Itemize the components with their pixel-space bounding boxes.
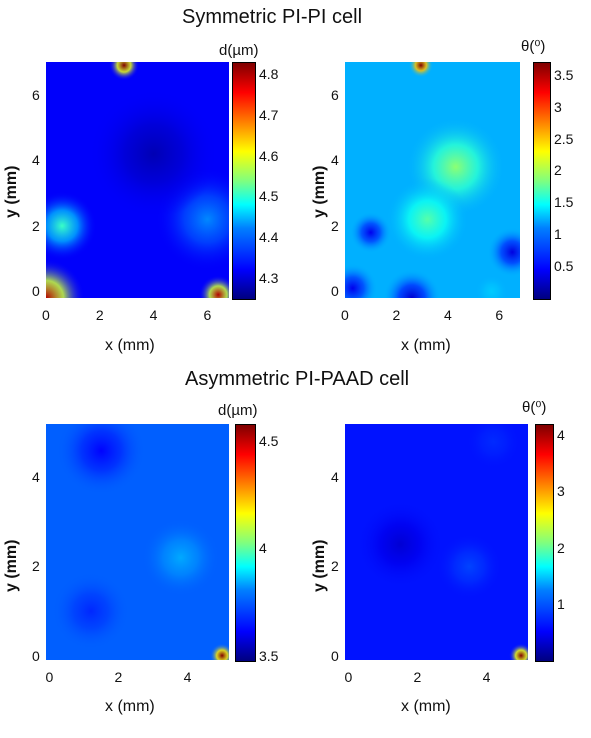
colorbar-tick-label: 1 <box>557 595 565 612</box>
x-tick-label: 4 <box>149 307 158 323</box>
heatmap-svg <box>46 62 229 298</box>
x-axis-label: x (mm) <box>401 698 451 715</box>
heatmap-feature <box>345 263 378 298</box>
y-axis-label: y (mm) <box>311 539 328 592</box>
y-tick-label: 6 <box>32 86 40 103</box>
y-axis-label: y (mm) <box>311 165 328 218</box>
colorbar-tick-label: 4 <box>259 540 267 557</box>
colorbar-tick-label: 0.5 <box>554 258 574 275</box>
x-tick-label: 4 <box>482 669 491 685</box>
x-tick-label: 2 <box>392 307 401 323</box>
y-tick-label: 0 <box>32 283 40 300</box>
y-tick-label: 0 <box>331 647 339 664</box>
heatmap-feature <box>198 275 229 298</box>
x-tick-label: 0 <box>341 307 349 323</box>
heatmap-svg <box>345 62 520 298</box>
x-axis-label: x (mm) <box>105 337 155 354</box>
colorbar-tick-label: 4.6 <box>259 147 279 164</box>
heatmap-plot <box>345 424 528 660</box>
x-tick-label: 0 <box>344 669 353 685</box>
x-tick-label: 2 <box>114 669 123 685</box>
heatmap-feature <box>465 424 522 470</box>
colorbar-tick-label: 1 <box>554 226 562 243</box>
colorbar-tick-label: 4.3 <box>259 269 279 286</box>
colorbar-tick-label: 2 <box>557 539 565 556</box>
colorbar-title: d(µm) <box>219 42 259 59</box>
colorbar-tick-label: 4 <box>557 427 565 444</box>
y-tick-label: 0 <box>331 283 339 300</box>
heatmap-feature <box>408 62 434 78</box>
x-tick-label: 6 <box>203 307 212 323</box>
colorbar-tick-label: 3.5 <box>259 647 279 664</box>
heatmap-svg <box>345 424 528 660</box>
colorbar-title: d(µm) <box>218 402 258 419</box>
heatmap-feature <box>141 518 220 597</box>
heatmap-feature <box>508 643 528 660</box>
heatmap-feature <box>383 269 441 298</box>
y-tick-label: 4 <box>32 469 40 486</box>
y-tick-label: 4 <box>331 152 339 169</box>
colorbar-tick-label: 4.7 <box>259 106 279 123</box>
y-tick-label: 2 <box>331 217 339 234</box>
heatmap-plot <box>46 62 229 298</box>
colorbar-tick-label: 4.5 <box>259 433 279 450</box>
x-axis-label: x (mm) <box>105 698 155 715</box>
colorbar-tick-label: 1.5 <box>554 194 574 211</box>
y-tick-label: 2 <box>331 558 339 575</box>
x-axis-label: x (mm) <box>401 337 451 354</box>
heatmap-feature <box>108 62 140 81</box>
colorbar-tick-label: 2 <box>554 162 562 179</box>
heatmap-plot <box>345 62 520 298</box>
heatmap-feature <box>475 274 509 298</box>
colorbar-tick-label: 4.5 <box>259 188 279 205</box>
y-tick-label: 6 <box>331 86 339 103</box>
x-tick-label: 0 <box>45 669 54 685</box>
heatmap-feature <box>487 227 520 277</box>
colorbar-tick-label: 3 <box>554 98 562 115</box>
colorbar-tick-label: 4.8 <box>259 66 279 83</box>
x-tick-label: 4 <box>443 307 452 323</box>
colorbar-title: θ(⁰) <box>522 399 547 416</box>
y-tick-label: 0 <box>32 647 40 664</box>
y-tick-label: 2 <box>32 558 40 575</box>
x-tick-label: 2 <box>95 307 104 323</box>
heatmap-feature <box>386 178 469 261</box>
x-tick-label: 4 <box>183 669 192 685</box>
y-axis-label: y (mm) <box>3 165 20 218</box>
heatmap-feature <box>350 211 392 254</box>
y-tick-label: 4 <box>331 469 339 486</box>
x-tick-label: 2 <box>413 669 422 685</box>
heatmap-feature <box>46 259 85 298</box>
section-title-asymmetric: Asymmetric PI-PAAD cell <box>185 368 410 390</box>
x-tick-label: 0 <box>42 307 50 323</box>
colorbar <box>232 62 256 300</box>
heatmap-feature <box>57 424 146 495</box>
heatmap-feature <box>436 533 503 600</box>
heatmap-feature <box>209 643 229 660</box>
colorbar-tick-label: 4.4 <box>259 228 279 245</box>
heatmap-plot <box>46 424 229 660</box>
heatmap-feature <box>356 500 445 589</box>
colorbar <box>535 424 554 662</box>
colorbar <box>533 62 551 300</box>
y-tick-label: 2 <box>32 217 40 234</box>
colorbar-tick-label: 3 <box>557 483 565 500</box>
colorbar <box>235 424 256 662</box>
colorbar-title: θ(⁰) <box>521 38 546 55</box>
section-title-symmetric: Symmetric PI-PI cell <box>182 6 363 28</box>
y-axis-label: y (mm) <box>3 539 20 592</box>
heatmap-svg <box>46 424 229 660</box>
colorbar-tick-label: 3.5 <box>554 66 574 83</box>
x-tick-label: 6 <box>495 307 504 323</box>
heatmap-feature <box>52 572 130 650</box>
colorbar-tick-label: 2.5 <box>554 130 574 147</box>
heatmap-feature <box>46 191 97 261</box>
y-tick-label: 4 <box>32 152 40 169</box>
heatmap-feature <box>89 89 219 219</box>
